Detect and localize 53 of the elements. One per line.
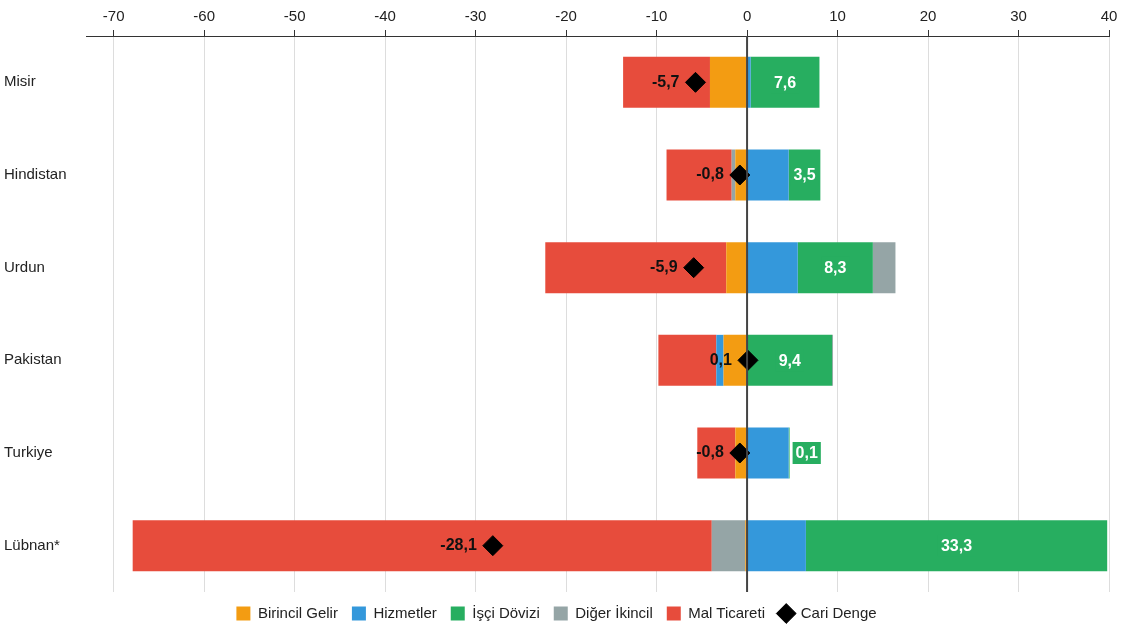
bar bbox=[726, 242, 747, 294]
point bbox=[683, 257, 705, 279]
x-tick-label: 10 bbox=[829, 7, 846, 25]
data-label: 3,5 bbox=[793, 166, 816, 184]
point bbox=[729, 442, 751, 464]
bar bbox=[709, 56, 747, 108]
data-label: 9,4 bbox=[778, 351, 802, 369]
bar bbox=[545, 242, 727, 294]
data-label: -0,8 bbox=[696, 165, 724, 183]
y-tick-label: Hindistan bbox=[4, 165, 67, 183]
bar bbox=[747, 149, 789, 201]
point bbox=[729, 164, 751, 186]
y-tick-label: Urdun bbox=[4, 257, 45, 275]
bar bbox=[132, 520, 712, 572]
legend-label: İşçi Dövizi bbox=[472, 603, 540, 621]
bar bbox=[747, 427, 789, 479]
data-label: 8,3 bbox=[824, 259, 847, 277]
bar bbox=[711, 520, 746, 572]
x-tick-label: -10 bbox=[645, 7, 668, 25]
bar bbox=[805, 520, 1108, 572]
x-tick-label: 0 bbox=[742, 7, 752, 25]
x-tick-label: -50 bbox=[283, 7, 306, 25]
data-label: -5,9 bbox=[650, 258, 678, 276]
point bbox=[684, 71, 706, 93]
data-label: 33,3 bbox=[940, 537, 973, 555]
data-label: 0,1 bbox=[795, 444, 818, 462]
y-tick-label: Misir bbox=[4, 72, 36, 90]
legend-label: Mal Ticareti bbox=[688, 603, 765, 621]
legend-label: Hizmetler bbox=[373, 603, 437, 621]
x-tick-label: -30 bbox=[464, 7, 487, 25]
x-tick-label: 30 bbox=[1010, 7, 1027, 25]
x-tick-label: 40 bbox=[1100, 7, 1118, 25]
legend-label: Diğer İkincil bbox=[575, 603, 653, 621]
point bbox=[482, 535, 504, 557]
data-label: -0,8 bbox=[696, 443, 724, 461]
bar bbox=[666, 149, 732, 201]
x-tick-label: -60 bbox=[193, 7, 216, 25]
y-tick-label: Lübnan* bbox=[4, 535, 61, 553]
bar bbox=[747, 242, 798, 294]
x-tick-label: -40 bbox=[374, 7, 396, 25]
bar bbox=[747, 520, 806, 572]
y-tick-label: Pakistan bbox=[4, 350, 62, 368]
bar bbox=[623, 56, 710, 108]
legend-label: Cari Denge bbox=[800, 603, 877, 621]
data-label: 7,6 bbox=[773, 73, 797, 91]
x-tick-label: -20 bbox=[555, 7, 577, 25]
data-label: -5,7 bbox=[651, 72, 680, 90]
x-tick-label: -70 bbox=[102, 7, 125, 25]
legend-label: Birincil Gelir bbox=[257, 603, 338, 621]
bar bbox=[872, 242, 896, 294]
data-label: -28,1 bbox=[440, 536, 477, 554]
y-tick-label: Turkiye bbox=[4, 443, 53, 461]
x-tick-label: 20 bbox=[919, 7, 937, 25]
